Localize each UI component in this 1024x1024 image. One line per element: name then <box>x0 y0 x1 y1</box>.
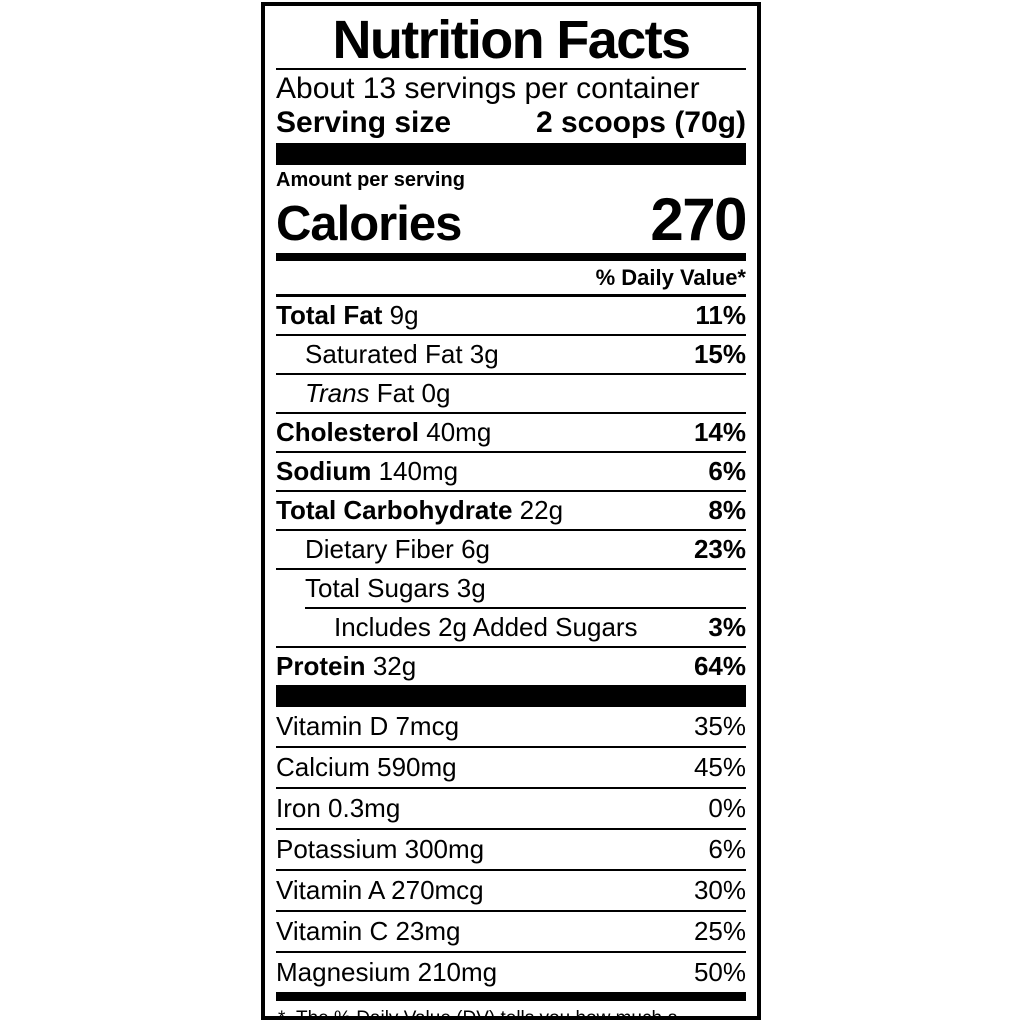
nutrient-rule <box>276 412 746 414</box>
nutrient-amount: 40mg <box>426 417 492 447</box>
nutrient-name: Dietary Fiber <box>305 534 454 564</box>
vitamin-dv: 6% <box>708 834 746 864</box>
servings-per-container: About 13 servings per container <box>276 72 700 105</box>
vitamin-dv: 35% <box>693 711 746 741</box>
nutrient-row-dietary-fiber: Dietary Fiber 6g 23% <box>276 531 746 568</box>
nutrient-rule <box>276 568 746 570</box>
vitamin-rule <box>276 787 746 789</box>
nutrient-name: Saturated Fat <box>305 339 463 369</box>
daily-value-header: % Daily Value* <box>595 265 746 290</box>
nutrient-name: Trans <box>305 378 370 408</box>
serving-size-label: Serving size <box>276 106 452 139</box>
serving-size-value: 2 scoops (70g) <box>535 106 746 139</box>
nutrient-name: Total Fat <box>276 300 383 330</box>
label-title: Nutrition Facts <box>332 10 691 70</box>
nutrient-row-sodium: Sodium 140mg 6% <box>276 453 746 490</box>
nutrient-name: Protein <box>276 651 366 681</box>
vitamin-row-vitamin-d: Vitamin D 7mcg 35% <box>276 707 746 746</box>
vitamin-name: Vitamin D 7mcg <box>276 711 460 741</box>
nutrient-row-added-sugars: Includes 2g Added Sugars 3% <box>276 609 746 646</box>
calories-separator-rule <box>276 253 746 261</box>
nutrient-dv: 3% <box>708 612 746 642</box>
footnote-text: The % Daily Value (DV) tells you how muc… <box>296 1008 678 1020</box>
nutrient-amount: 22g <box>519 495 564 525</box>
vitamin-rule <box>276 910 746 912</box>
vitamin-dv: 25% <box>693 916 746 946</box>
vitamin-dv: 45% <box>693 752 746 782</box>
nutrient-amount: Fat 0g <box>376 378 451 408</box>
nutrient-dv: 6% <box>708 456 746 486</box>
nutrient-rule <box>276 646 746 648</box>
nutrient-name: Includes 2g Added Sugars <box>334 612 638 642</box>
nutrient-rule <box>276 529 746 531</box>
nutrient-rule <box>276 334 746 336</box>
protein-separator-bar <box>276 685 746 707</box>
calories-value: 270 <box>650 186 747 253</box>
nutrient-rule-top <box>276 294 746 297</box>
vitamin-name: Potassium 300mg <box>276 834 485 864</box>
nutrient-name: Cholesterol <box>276 417 420 447</box>
vitamin-name: Vitamin C 23mg <box>276 916 461 946</box>
nutrient-amount: 9g <box>389 300 419 330</box>
vitamin-rule <box>276 951 746 953</box>
nutrient-dv: 11% <box>695 300 746 330</box>
nutrient-amount: 6g <box>461 534 490 564</box>
nutrient-rule <box>276 451 746 453</box>
vitamin-row-potassium: Potassium 300mg 6% <box>276 830 746 869</box>
nutrient-row-trans-fat: Trans Fat 0g <box>276 375 746 412</box>
vitamin-rule <box>276 746 746 748</box>
nutrient-row-protein: Protein 32g 64% <box>276 648 746 685</box>
nutrient-amount: 140mg <box>378 456 459 486</box>
vitamin-dv: 50% <box>693 957 746 987</box>
header-separator-bar <box>276 143 746 165</box>
nutrient-rule <box>276 373 746 375</box>
vitamin-row-calcium: Calcium 590mg 45% <box>276 748 746 787</box>
vitamin-name: Iron 0.3mg <box>276 793 401 823</box>
nutrient-row-total-carbohydrate: Total Carbohydrate 22g 8% <box>276 492 746 529</box>
nutrient-dv: 14% <box>693 417 746 447</box>
title-rule <box>276 68 746 70</box>
nutrient-amount: 32g <box>372 651 417 681</box>
nutrient-row-saturated-fat: Saturated Fat 3g 15% <box>276 336 746 373</box>
nutrient-dv: 8% <box>708 495 746 525</box>
nutrient-dv: 15% <box>693 339 746 369</box>
footnote-separator-bar <box>276 992 746 1001</box>
nutrient-rule <box>276 490 746 492</box>
nutrient-row-cholesterol: Cholesterol 40mg 14% <box>276 414 746 451</box>
vitamin-rule <box>276 828 746 830</box>
daily-value-footnote: * The % Daily Value (DV) tells you how m… <box>276 1001 746 1020</box>
calories-label: Calories <box>276 197 462 251</box>
nutrient-amount: 3g <box>456 573 486 603</box>
vitamin-rule <box>276 869 746 871</box>
nutrient-name: Total Sugars <box>305 573 450 603</box>
vitamin-dv: 0% <box>708 793 746 823</box>
nutrient-row-total-fat: Total Fat 9g 11% <box>276 297 746 334</box>
serving-size-row: Serving size 2 scoops (70g) <box>276 106 746 143</box>
vitamin-row-iron: Iron 0.3mg 0% <box>276 789 746 828</box>
vitamin-name: Vitamin A 270mcg <box>276 875 484 905</box>
amount-per-serving-label: Amount per serving <box>276 169 465 191</box>
added-sugars-rule <box>305 607 746 609</box>
nutrition-facts-panel: Nutrition Facts About 13 servings per co… <box>261 2 761 1020</box>
nutrient-amount: 3g <box>469 339 499 369</box>
footnote-marker: * <box>278 1008 286 1020</box>
vitamin-row-vitamin-c: Vitamin C 23mg 25% <box>276 912 746 951</box>
nutrient-row-total-sugars: Total Sugars 3g <box>276 570 746 607</box>
vitamin-row-vitamin-a: Vitamin A 270mcg 30% <box>276 871 746 910</box>
nutrient-dv: 23% <box>693 534 746 564</box>
vitamin-name: Magnesium 210mg <box>276 957 498 987</box>
calories-row: Calories 270 <box>276 186 747 253</box>
vitamin-name: Calcium 590mg <box>276 752 457 782</box>
nutrient-name: Total Carbohydrate <box>276 495 513 525</box>
vitamin-row-magnesium: Magnesium 210mg 50% <box>276 953 746 992</box>
vitamin-dv: 30% <box>693 875 746 905</box>
nutrient-dv: 64% <box>693 651 746 681</box>
nutrient-name: Sodium <box>276 456 372 486</box>
